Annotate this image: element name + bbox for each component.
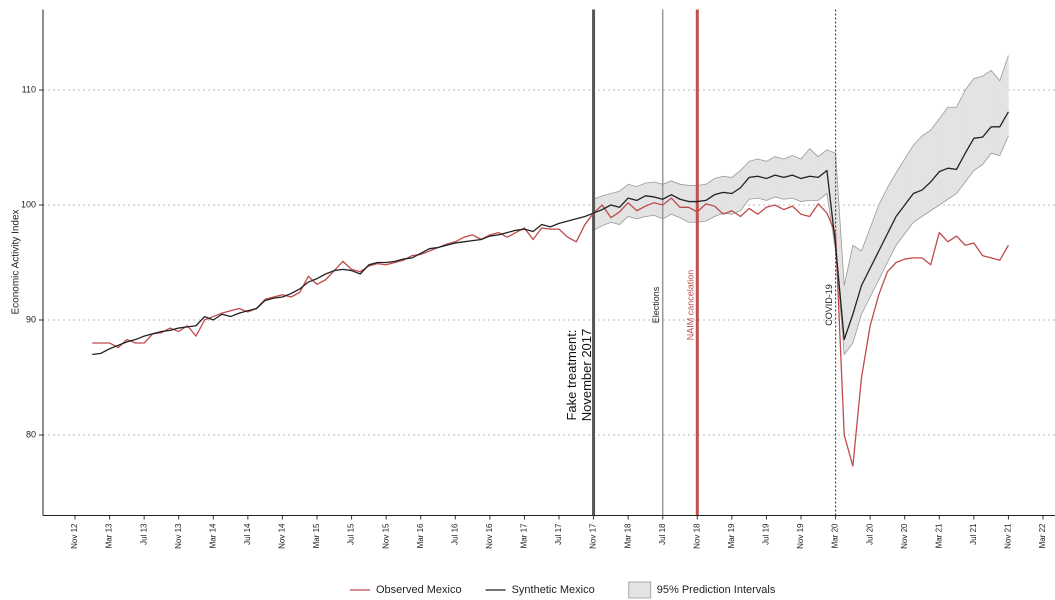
band-segment xyxy=(990,69,1001,156)
series-line xyxy=(92,111,1009,356)
legend-label: 95% Prediction Intervals xyxy=(657,584,776,596)
band-segment xyxy=(973,75,983,172)
legend-label: Synthetic Mexico xyxy=(512,584,595,596)
y-axis-title: Economic Activity Index xyxy=(11,209,22,314)
event-label: November 2017 xyxy=(579,329,594,422)
band-segment xyxy=(938,106,949,206)
x-tick-label: Jul 14 xyxy=(243,523,252,545)
band-segment xyxy=(722,175,733,215)
x-tick-label: Jul 13 xyxy=(139,523,148,545)
x-tick-label: Mar 22 xyxy=(1038,523,1047,548)
band-segment xyxy=(913,135,923,223)
y-tick-label: 110 xyxy=(22,84,36,94)
band-segment xyxy=(964,77,975,183)
x-tick-label: Jul 20 xyxy=(865,523,874,545)
x-tick-label: Jul 19 xyxy=(762,523,771,545)
x-tick-label: Jul 15 xyxy=(347,523,356,545)
x-tick-label: Mar 20 xyxy=(831,523,840,548)
band-segment xyxy=(895,157,906,247)
event-label: NAIM cancelation xyxy=(686,270,696,341)
x-tick-label: Nov 20 xyxy=(900,523,909,549)
x-tick-label: Mar 14 xyxy=(208,523,217,548)
event-label: COVID-19 xyxy=(824,284,834,326)
band-segment xyxy=(999,55,1009,156)
x-tick-label: Mar 17 xyxy=(520,523,529,548)
y-tick-label: 90 xyxy=(26,314,36,324)
band-segment xyxy=(679,183,689,223)
band-segment xyxy=(982,69,992,166)
x-tick-label: Nov 13 xyxy=(174,523,183,549)
x-tick-label: Nov 21 xyxy=(1004,523,1013,549)
series-line xyxy=(92,197,1009,467)
x-tick-label: Nov 15 xyxy=(381,523,390,549)
band-segment xyxy=(757,158,767,201)
band-segment xyxy=(921,129,931,218)
x-tick-label: Mar 19 xyxy=(727,523,736,548)
x-tick-label: Mar 18 xyxy=(623,523,632,548)
band-segment xyxy=(930,117,940,212)
band-segment xyxy=(748,158,759,200)
event-label: Elections xyxy=(651,286,661,323)
legend-swatch xyxy=(628,581,652,599)
x-tick-label: Jul 21 xyxy=(969,523,978,545)
y-tick-label: 100 xyxy=(21,199,36,209)
band-segment xyxy=(627,183,638,220)
x-tick-label: Mar 13 xyxy=(105,523,114,548)
x-tick-label: Nov 17 xyxy=(589,523,598,549)
x-tick-label: Jul 16 xyxy=(450,523,459,545)
x-tick-label: Mar 21 xyxy=(934,523,943,548)
x-tick-label: Nov 14 xyxy=(278,523,287,549)
x-tick-label: Jul 18 xyxy=(658,523,667,545)
band-segment xyxy=(843,245,854,356)
band-segment xyxy=(904,144,914,235)
band-segment xyxy=(947,106,957,200)
x-tick-label: Nov 12 xyxy=(70,523,79,549)
x-tick-label: Jul 17 xyxy=(554,523,563,545)
band-segment xyxy=(645,181,655,217)
x-tick-label: Nov 16 xyxy=(485,523,494,549)
event-label: Fake treatment: xyxy=(564,329,579,420)
band-segment xyxy=(610,190,620,225)
y-tick-label: 80 xyxy=(26,429,36,439)
x-tick-label: Mar 15 xyxy=(312,523,321,548)
band-segment xyxy=(809,147,819,201)
band-segment xyxy=(774,156,785,200)
x-tick-label: Mar 16 xyxy=(416,523,425,548)
x-tick-label: Nov 19 xyxy=(796,523,805,549)
legend-label: Observed Mexico xyxy=(376,584,462,596)
band-segment xyxy=(817,149,828,202)
band-segment xyxy=(800,147,810,202)
band-segment xyxy=(653,181,664,220)
band-segment xyxy=(636,182,646,220)
x-tick-label: Nov 18 xyxy=(692,523,701,549)
